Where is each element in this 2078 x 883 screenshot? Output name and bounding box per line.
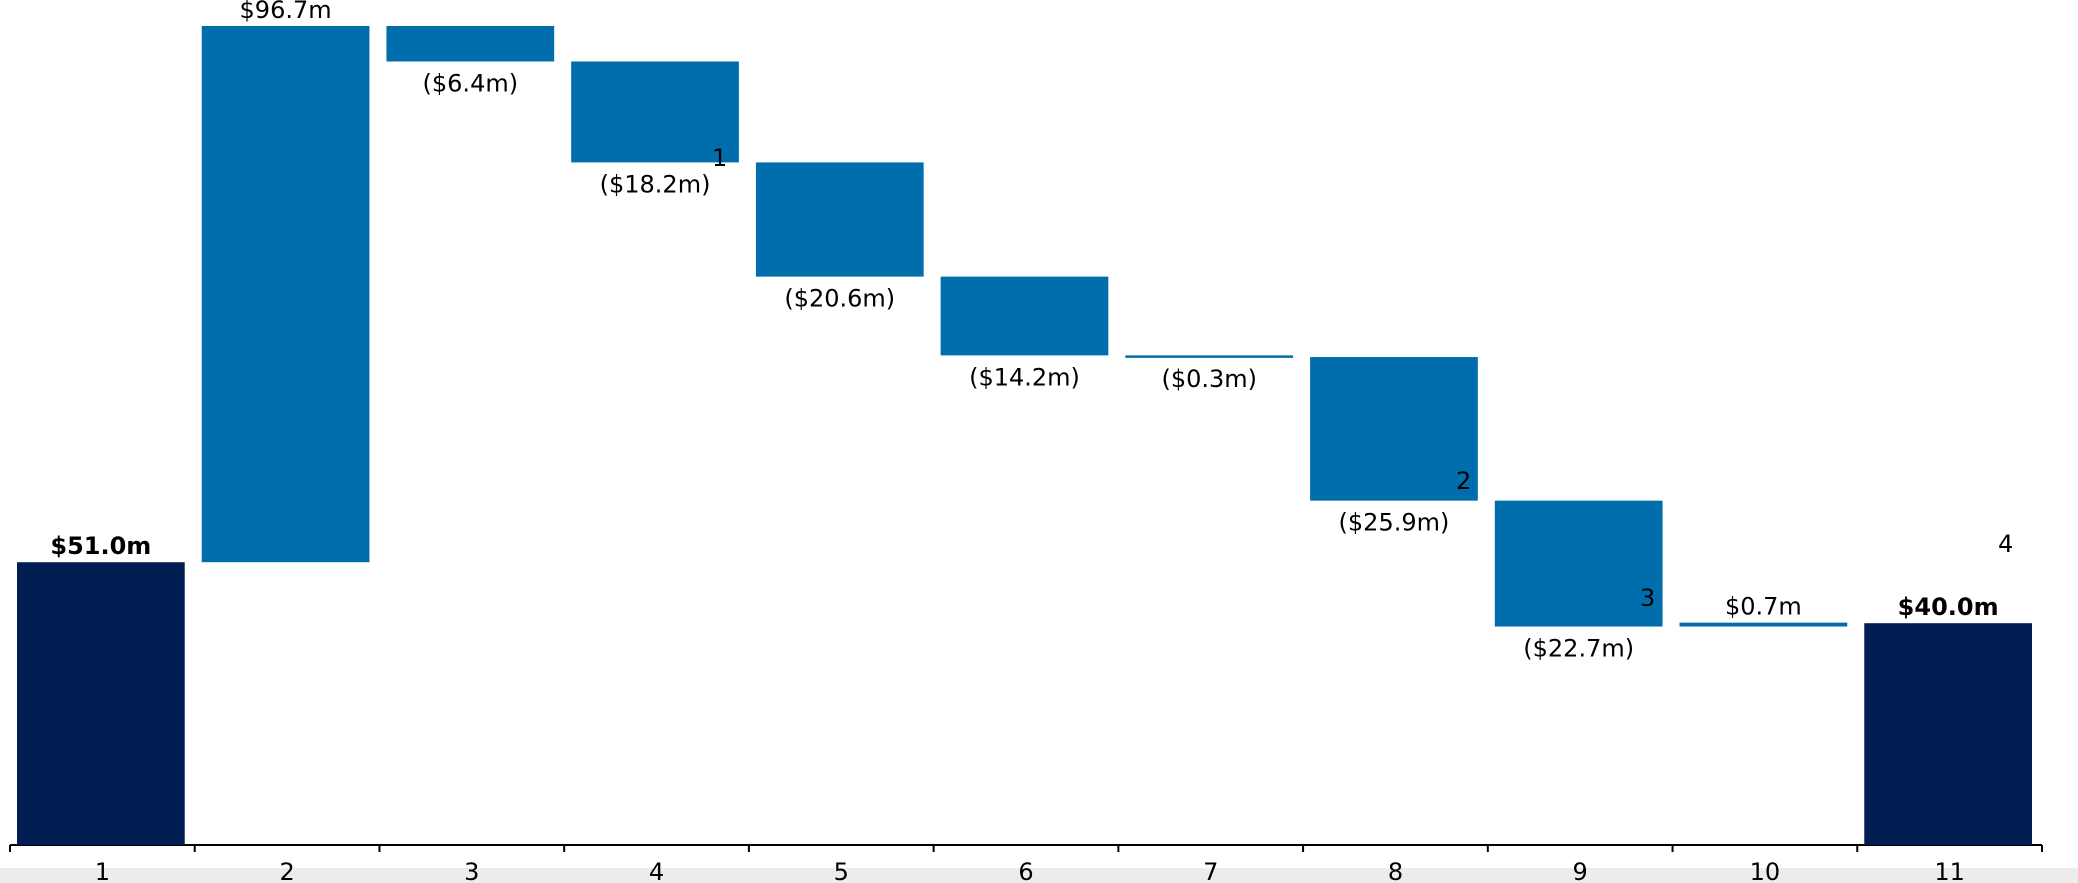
delta-bar [1679, 622, 1848, 627]
x-tick-label: 4 [649, 858, 664, 883]
delta-bar [201, 26, 370, 563]
x-tick-label: 6 [1018, 858, 1033, 883]
total-bar [1864, 623, 2032, 845]
x-tick-label: 11 [1934, 858, 1965, 883]
value-label: ($18.2m) [600, 170, 711, 198]
delta-bar [940, 276, 1109, 356]
value-label: ($14.2m) [969, 363, 1080, 391]
footnote-marker: 4 [1998, 530, 2013, 558]
value-label: ($20.6m) [784, 285, 895, 313]
value-label: $96.7m [240, 0, 332, 24]
footnote-marker: 2 [1456, 467, 1471, 495]
delta-bar [571, 61, 739, 163]
value-label: ($25.9m) [1339, 509, 1450, 537]
value-label: $40.0m [1898, 593, 1999, 621]
x-tick-label: 2 [279, 858, 294, 883]
value-label: ($6.4m) [423, 69, 519, 97]
x-tick-label: 5 [834, 858, 849, 883]
total-bar [17, 562, 185, 845]
value-label: $51.0m [50, 532, 151, 560]
axis-strip [0, 868, 2078, 883]
footnote-marker: 1 [712, 144, 727, 172]
x-tick-label: 10 [1750, 858, 1781, 883]
delta-bar [1494, 500, 1663, 627]
delta-bar [1125, 355, 1294, 358]
value-label: ($22.7m) [1523, 635, 1634, 663]
delta-bar [755, 162, 924, 277]
delta-bar [386, 26, 555, 62]
delta-bar [1310, 357, 1478, 501]
x-tick-label: 8 [1388, 858, 1403, 883]
value-label: ($0.3m) [1161, 365, 1257, 393]
footnote-marker: 3 [1640, 584, 1655, 612]
x-tick-label: 3 [464, 858, 479, 883]
x-tick-label: 1 [95, 858, 110, 883]
value-label: $0.7m [1725, 593, 1802, 621]
x-tick-label: 9 [1573, 858, 1588, 883]
x-tick-label: 7 [1203, 858, 1218, 883]
